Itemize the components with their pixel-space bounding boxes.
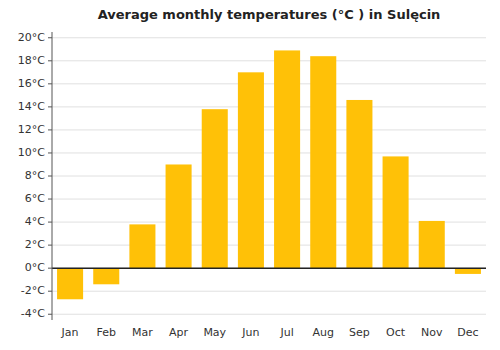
y-axis: -4°C -2°C 0°C 2°C 4°C 6°C 8°C 10°C 12°C 14°C 16°C 1…	[18, 31, 52, 320]
y-tick	[48, 152, 52, 153]
bar	[455, 268, 481, 274]
y-tick	[48, 314, 52, 315]
bars	[57, 50, 481, 299]
y-tick-label: 4°C	[25, 215, 45, 228]
y-tick-label: 20°C	[18, 31, 45, 44]
x-tick-label: Jul	[279, 326, 293, 339]
bar	[129, 224, 155, 268]
x-axis: Jan Feb Mar Apr May Jun Jul Aug Sep Oct Nov Dec	[61, 326, 479, 339]
x-tick-label: Jan	[61, 326, 79, 339]
y-tick-label: 14°C	[18, 100, 45, 113]
y-tick-label: 10°C	[18, 146, 45, 159]
grid-line	[52, 60, 486, 61]
x-tick-label: Oct	[386, 326, 406, 339]
grid-line	[52, 83, 486, 84]
grid-line	[52, 268, 486, 269]
y-tick	[48, 291, 52, 292]
grid-line	[52, 106, 486, 107]
y-tick	[48, 37, 52, 38]
y-tick	[48, 222, 52, 223]
grid	[52, 38, 486, 314]
bar	[166, 164, 192, 268]
bar	[238, 72, 264, 268]
x-tick-label: Dec	[457, 326, 478, 339]
y-tick-label: 18°C	[18, 54, 45, 67]
y-tick-label: 2°C	[25, 238, 45, 251]
y-tick	[48, 106, 52, 107]
grid-line	[52, 152, 486, 153]
background	[0, 0, 500, 350]
bar	[346, 100, 372, 268]
x-tick-label: May	[203, 326, 226, 339]
y-tick	[48, 245, 52, 246]
grid-line	[52, 129, 486, 130]
bar	[419, 221, 445, 268]
y-tick-label: 0°C	[25, 261, 45, 274]
y-tick-label: 8°C	[25, 169, 45, 182]
grid-line	[52, 37, 486, 38]
title: Average monthly temperatures (°C ) in Su…	[98, 7, 441, 22]
y-axis-line	[52, 32, 53, 320]
grid-line	[52, 199, 486, 200]
y-tick-label: 6°C	[25, 192, 45, 205]
grid-line	[52, 314, 486, 315]
bar	[202, 109, 228, 268]
y-tick-label: -4°C	[21, 307, 45, 320]
bar	[93, 268, 119, 284]
grid-line	[52, 291, 486, 292]
y-tick	[48, 60, 52, 61]
y-tick	[48, 268, 52, 269]
chart-svg: -4°C -2°C 0°C 2°C 4°C 6°C 8°C 10°C 12°C 14°C 16°C 1…	[0, 0, 500, 350]
x-tick-label: Jun	[241, 326, 259, 339]
x-tick-label: Sep	[349, 326, 370, 339]
x-tick-label: Aug	[313, 326, 334, 339]
x-tick-label: Feb	[97, 326, 116, 339]
x-tick-label: Apr	[169, 326, 189, 339]
y-tick	[48, 129, 52, 130]
y-tick	[48, 176, 52, 177]
x-tick-label: Nov	[421, 326, 443, 339]
bar	[383, 156, 409, 268]
chart-container: -4°C -2°C 0°C 2°C 4°C 6°C 8°C 10°C 12°C 14°C 16°C 1…	[0, 0, 500, 350]
grid-line	[52, 176, 486, 177]
x-tick-label: Mar	[132, 326, 153, 339]
y-tick-label: 12°C	[18, 123, 45, 136]
bar	[274, 50, 300, 268]
y-tick-label: 16°C	[18, 77, 45, 90]
bar	[57, 268, 83, 299]
y-tick	[48, 199, 52, 200]
y-tick	[48, 83, 52, 84]
zero-line	[52, 267, 486, 269]
y-tick-label: -2°C	[21, 284, 45, 297]
bar	[310, 56, 336, 268]
